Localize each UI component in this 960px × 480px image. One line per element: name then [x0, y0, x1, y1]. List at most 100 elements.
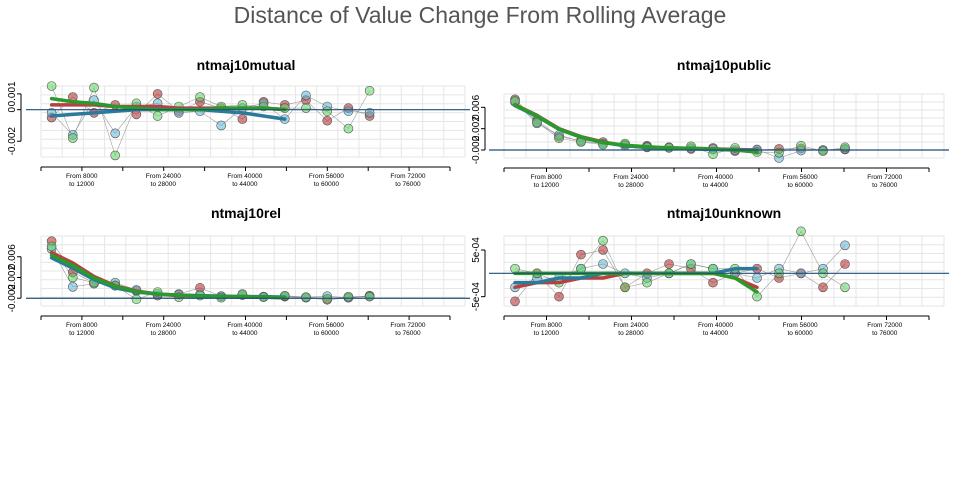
x-tick-label: to 76000 — [395, 181, 421, 188]
x-tick-label: From 72000 — [390, 322, 425, 329]
y-tick-label: -0.002 — [471, 135, 482, 164]
point-blue — [364, 108, 375, 118]
point-green — [343, 123, 354, 134]
point-green — [301, 292, 311, 302]
x-tick-label: to 76000 — [395, 330, 421, 337]
series-connector-blue — [51, 95, 370, 136]
point-green — [818, 146, 828, 156]
point-red — [664, 259, 674, 269]
x-tick-label: From 72000 — [867, 322, 902, 329]
point-green — [364, 291, 375, 302]
main-title: Distance of Value Change From Rolling Av… — [233, 2, 727, 28]
x-tick-label: From 56000 — [309, 322, 344, 329]
x-tick-label: From 8000 — [531, 174, 563, 181]
point-blue — [343, 106, 354, 117]
point-green — [68, 133, 78, 143]
y-tick-label: -0.002 — [7, 284, 18, 313]
x-tick-label: to 28000 — [618, 182, 644, 189]
x-tick-label: to 12000 — [69, 181, 95, 188]
point-red — [818, 282, 828, 293]
point-green — [796, 140, 806, 151]
x-tick-label: From 72000 — [390, 173, 425, 180]
point-blue — [598, 259, 608, 269]
point-green — [301, 103, 311, 113]
x-tick-label: to 12000 — [534, 182, 560, 189]
x-tick-label: to 28000 — [151, 181, 177, 188]
point-red — [708, 277, 718, 288]
point-green — [152, 111, 163, 121]
x-tick-label: to 60000 — [314, 181, 340, 188]
point-blue — [840, 240, 850, 251]
panel-title: ntmaj10rel — [211, 205, 281, 221]
x-tick-label: From 56000 — [783, 322, 818, 329]
point-green — [598, 235, 608, 246]
x-tick-label: to 28000 — [618, 330, 644, 337]
x-tick-label: From 40000 — [227, 322, 262, 329]
point-green — [343, 291, 354, 302]
x-tick-label: From 56000 — [309, 173, 344, 180]
point-green — [554, 133, 564, 144]
x-tick-label: to 60000 — [314, 330, 340, 337]
x-tick-label: From 24000 — [613, 174, 648, 181]
point-green — [686, 259, 696, 269]
y-tick-label: -5e-04 — [471, 282, 482, 311]
point-green — [364, 85, 375, 96]
x-tick-label: to 28000 — [151, 330, 177, 337]
point-green — [840, 282, 850, 293]
point-red — [322, 115, 333, 126]
point-green — [195, 92, 205, 102]
x-tick-label: From 40000 — [698, 322, 733, 329]
point-blue — [68, 282, 78, 292]
x-tick-label: From 40000 — [227, 173, 262, 180]
x-tick-label: From 24000 — [613, 322, 648, 329]
x-tick-label: to 60000 — [787, 182, 813, 189]
point-blue — [752, 273, 762, 283]
panel-title: ntmaj10mutual — [197, 57, 296, 73]
point-green — [796, 226, 806, 237]
panel-title: ntmaj10unknown — [667, 205, 781, 221]
y-tick-label: 0.001 — [7, 81, 18, 106]
y-tick-label: 5e-04 — [471, 237, 482, 263]
trend-line-green — [49, 253, 287, 300]
x-tick-label: From 8000 — [66, 322, 98, 329]
point-green — [131, 294, 142, 305]
point-green — [322, 106, 333, 117]
point-red — [598, 245, 608, 255]
series-connector-red — [51, 93, 370, 122]
x-tick-label: to 44000 — [703, 182, 729, 189]
point-blue — [216, 120, 226, 131]
point-red — [510, 296, 520, 307]
point-blue — [110, 128, 120, 139]
y-tick-label: 0.002 — [471, 116, 482, 141]
x-tick-label: From 24000 — [146, 173, 181, 180]
trend-line-green — [513, 103, 759, 154]
x-tick-label: From 8000 — [66, 173, 98, 180]
x-tick-label: From 40000 — [698, 174, 733, 181]
x-tick-label: From 72000 — [867, 174, 902, 181]
x-tick-label: to 76000 — [872, 330, 898, 337]
x-tick-label: to 44000 — [703, 330, 729, 337]
x-tick-label: to 60000 — [787, 330, 813, 337]
y-tick-label: 0 — [7, 106, 18, 112]
y-tick-label: 0.002 — [7, 265, 18, 290]
point-green — [46, 241, 57, 252]
point-red — [554, 291, 564, 302]
y-tick-label: 0.006 — [471, 94, 482, 119]
x-tick-label: to 44000 — [232, 181, 258, 188]
point-green — [46, 81, 57, 91]
series-connector-green — [514, 230, 846, 298]
point-green — [89, 82, 99, 93]
point-green — [642, 277, 652, 288]
point-blue — [301, 90, 311, 101]
point-red — [576, 249, 586, 260]
y-tick-label: 0.006 — [7, 244, 18, 269]
point-red — [840, 259, 850, 269]
x-tick-label: to 12000 — [69, 330, 95, 337]
x-tick-label: to 12000 — [534, 330, 560, 337]
point-red — [237, 114, 248, 124]
point-green — [620, 282, 630, 293]
x-tick-label: From 8000 — [531, 322, 563, 329]
